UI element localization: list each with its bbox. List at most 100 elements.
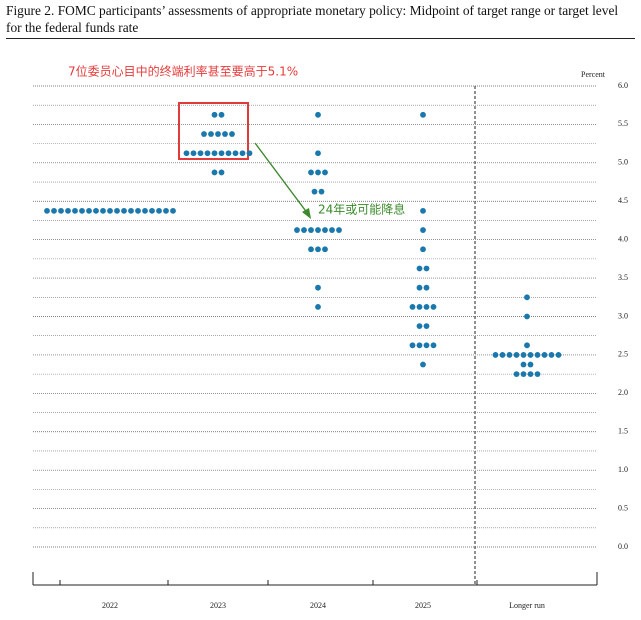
dot — [520, 371, 527, 378]
dot — [315, 227, 321, 233]
dot — [135, 207, 141, 214]
highlight-box — [178, 102, 249, 160]
dot — [315, 111, 321, 118]
dot — [121, 207, 127, 214]
dot — [534, 371, 541, 378]
dot — [409, 303, 416, 310]
dot — [215, 131, 221, 137]
dot — [156, 207, 162, 214]
dot — [170, 207, 176, 214]
x-tick-label: 2022 — [102, 601, 118, 610]
y-tick-label: 3.0 — [618, 311, 628, 320]
x-tick-label: 2023 — [210, 601, 226, 610]
dot — [308, 169, 314, 176]
dot — [93, 207, 99, 214]
dot — [492, 352, 499, 358]
y-tick-label: 2.5 — [618, 350, 628, 359]
y-tick-label: 5.5 — [618, 119, 628, 128]
dot — [322, 169, 328, 176]
y-tick-label: 4.5 — [618, 196, 628, 205]
dot — [430, 342, 437, 349]
dot — [420, 361, 426, 368]
dot — [58, 207, 64, 214]
dot — [218, 111, 225, 118]
dot — [524, 313, 530, 320]
dot — [520, 352, 527, 358]
title-rule — [6, 38, 635, 39]
dot — [211, 111, 218, 118]
dot — [229, 131, 235, 137]
annotation: 7位委员心目中的终端利率甚至要高于5.1% — [68, 64, 298, 79]
y-tick-label: 0.5 — [618, 503, 628, 512]
dot — [416, 323, 423, 330]
dot — [524, 342, 530, 349]
y-tick-label: 6.0 — [618, 81, 628, 90]
dot — [79, 207, 85, 214]
dot — [527, 361, 534, 368]
dot — [423, 303, 430, 310]
dot — [420, 227, 426, 233]
dot — [416, 265, 423, 272]
dot — [527, 371, 534, 378]
dot — [128, 207, 134, 214]
dot — [301, 227, 307, 233]
dot — [86, 207, 92, 214]
dot — [420, 246, 426, 253]
dot — [534, 352, 541, 358]
dot — [524, 294, 530, 301]
x-tick-label: 2025 — [415, 601, 431, 610]
dot — [197, 150, 204, 157]
y-tick-label: 1.5 — [618, 427, 628, 436]
dot — [315, 169, 321, 176]
dot — [114, 207, 120, 214]
dot — [513, 352, 520, 358]
dot — [218, 169, 225, 176]
dot — [204, 150, 211, 157]
dot — [506, 352, 513, 358]
dot — [541, 352, 548, 358]
dot — [246, 150, 253, 157]
dot — [329, 227, 335, 233]
dot — [555, 352, 562, 358]
dot — [65, 207, 71, 214]
dot — [232, 150, 239, 157]
dot — [430, 303, 437, 310]
dot — [423, 265, 430, 272]
y-tick-label: 3.5 — [618, 273, 628, 282]
arrow-head — [302, 208, 311, 219]
dot — [423, 342, 430, 349]
dot — [51, 207, 57, 214]
dot — [222, 131, 228, 137]
dot — [44, 207, 50, 214]
dot — [423, 323, 430, 330]
y-tick-label: 1.0 — [618, 465, 628, 474]
annotation: 24年或可能降息 — [318, 202, 405, 217]
dot — [211, 150, 218, 157]
dot — [183, 150, 190, 157]
dot — [142, 207, 148, 214]
dot — [336, 227, 342, 233]
dot — [315, 303, 321, 310]
dot — [72, 207, 78, 214]
dot — [149, 207, 155, 214]
dot — [527, 352, 534, 358]
dot — [190, 150, 197, 157]
dot — [416, 303, 423, 310]
dot — [420, 111, 426, 118]
dot — [416, 342, 423, 349]
y-unit-label: Percent — [581, 70, 606, 79]
dot — [311, 188, 318, 195]
dot — [107, 207, 113, 214]
dot — [322, 246, 328, 253]
dot — [499, 352, 506, 358]
dot — [163, 207, 169, 214]
arrow — [254, 142, 309, 215]
dot — [315, 246, 321, 253]
dot — [315, 284, 321, 291]
dot — [322, 227, 328, 233]
dot — [218, 150, 225, 157]
y-tick-label: 2.0 — [618, 388, 628, 397]
dot — [201, 131, 207, 137]
x-tick-label: Longer run — [509, 601, 545, 610]
